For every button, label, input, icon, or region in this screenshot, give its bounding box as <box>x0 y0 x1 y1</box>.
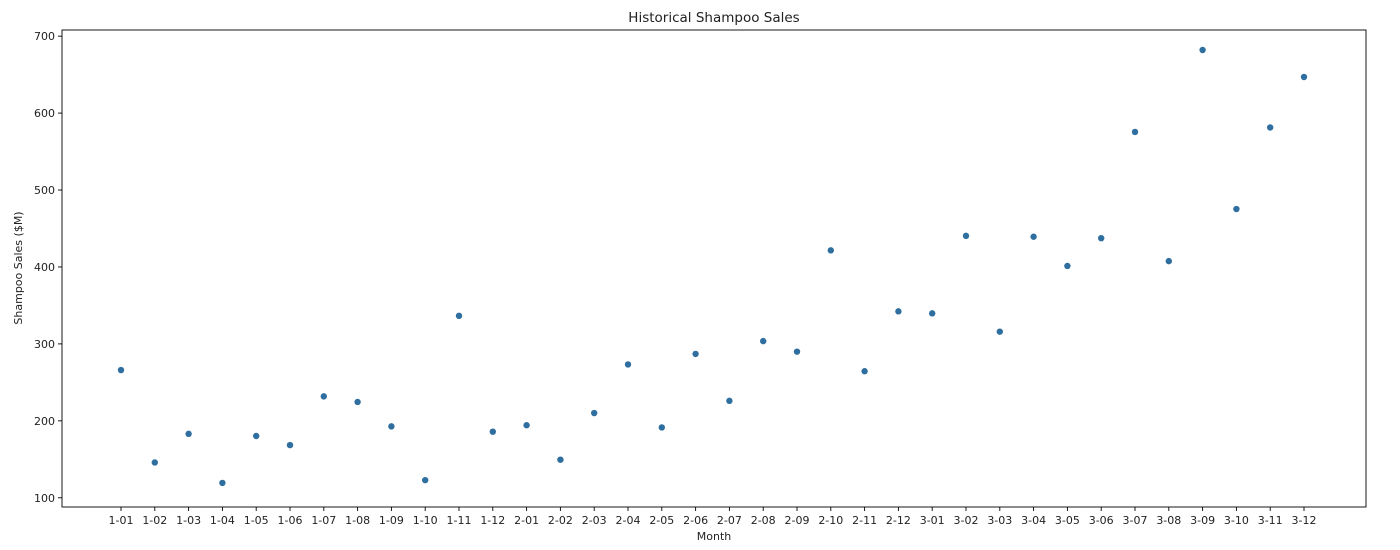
x-tick-label: 3-06 <box>1089 514 1114 527</box>
x-tick-label: 1-05 <box>244 514 269 527</box>
data-point <box>1165 257 1173 265</box>
x-tick-label: 2-05 <box>649 514 674 527</box>
x-tick-label: 1-06 <box>278 514 303 527</box>
x-tick-label: 2-07 <box>717 514 742 527</box>
data-point <box>726 397 733 405</box>
x-tick-label: 2-09 <box>785 514 810 527</box>
x-tick-label: 1-07 <box>311 514 336 527</box>
data-point <box>962 232 970 240</box>
data-point <box>996 328 1003 335</box>
data-point <box>1030 233 1037 240</box>
x-tick-label: 1-04 <box>210 514 235 527</box>
data-point <box>523 422 530 429</box>
x-tick-label: 3-10 <box>1224 514 1249 527</box>
y-tick-label: 300 <box>34 338 55 351</box>
x-tick-label: 2-06 <box>683 514 708 527</box>
plot-frame <box>61 29 1367 508</box>
x-tick-label: 3-03 <box>987 514 1012 527</box>
data-point <box>557 456 564 463</box>
y-axis-label: Shampoo Sales ($M) <box>12 211 25 324</box>
x-tick-label: 1-11 <box>447 514 472 527</box>
y-tick-label: 700 <box>34 30 55 43</box>
data-point <box>760 337 767 345</box>
data-point <box>1233 205 1240 213</box>
data-point <box>286 441 294 449</box>
data-point <box>929 310 936 317</box>
x-tick-label: 3-01 <box>920 514 945 527</box>
x-tick-label: 1-03 <box>176 514 201 527</box>
data-point <box>219 479 226 487</box>
data-point <box>117 366 125 374</box>
data-point <box>1267 124 1274 131</box>
x-tick-label: 3-12 <box>1292 514 1317 527</box>
x-tick-label: 1-10 <box>413 514 438 527</box>
data-point <box>1300 73 1308 81</box>
x-tick-label: 1-01 <box>109 514 134 527</box>
data-point <box>624 361 632 368</box>
x-tick-label: 1-02 <box>142 514 167 527</box>
data-point <box>692 350 699 358</box>
x-tick-label: 3-04 <box>1021 514 1046 527</box>
y-axis: 100 200 300 400 500 600 700 <box>34 30 62 505</box>
data-point <box>185 430 192 438</box>
data-point <box>793 348 801 355</box>
data-point <box>422 476 429 484</box>
chart-title: Historical Shampoo Sales <box>628 10 799 26</box>
data-point <box>320 393 327 400</box>
x-tick-label: 3-11 <box>1258 514 1283 527</box>
data-point <box>1199 46 1206 54</box>
y-tick-label: 600 <box>34 107 55 120</box>
x-tick-label: 2-01 <box>514 514 539 527</box>
data-point <box>354 398 361 406</box>
x-tick-label: 2-04 <box>616 514 641 527</box>
data-point <box>151 459 158 466</box>
data-point <box>489 428 496 435</box>
x-axis: 1-01 1-02 1-03 1-04 1-05 1-06 1-07 1-08 1-09 1-10… <box>109 507 1317 527</box>
x-tick-label: 2-11 <box>852 514 877 527</box>
x-axis-label: Month <box>697 530 732 543</box>
x-tick-label: 2-10 <box>818 514 843 527</box>
y-tick-label: 500 <box>34 184 55 197</box>
x-tick-label: 2-03 <box>582 514 607 527</box>
x-tick-label: 2-08 <box>751 514 776 527</box>
x-tick-label: 3-08 <box>1156 514 1181 527</box>
x-tick-label: 1-12 <box>480 514 505 527</box>
data-point <box>1098 234 1105 242</box>
y-tick-label: 200 <box>34 415 55 428</box>
x-tick-label: 3-05 <box>1055 514 1080 527</box>
data-point <box>1064 262 1071 270</box>
x-tick-label: 2-12 <box>886 514 911 527</box>
data-point <box>827 247 834 254</box>
data-points <box>117 46 1308 487</box>
data-point <box>455 312 463 320</box>
data-point <box>253 432 260 440</box>
y-tick-label: 100 <box>34 492 55 505</box>
data-point <box>895 308 902 315</box>
x-tick-label: 3-02 <box>954 514 979 527</box>
x-tick-label: 3-09 <box>1190 514 1215 527</box>
x-tick-label: 1-08 <box>345 514 370 527</box>
x-tick-label: 3-07 <box>1123 514 1148 527</box>
data-point <box>591 409 598 417</box>
data-point <box>1131 128 1139 136</box>
y-tick-label: 400 <box>34 261 55 274</box>
x-tick-label: 1-09 <box>379 514 404 527</box>
data-point <box>861 368 868 375</box>
data-point <box>658 424 665 431</box>
x-tick-label: 2-02 <box>548 514 573 527</box>
data-point <box>388 423 395 430</box>
